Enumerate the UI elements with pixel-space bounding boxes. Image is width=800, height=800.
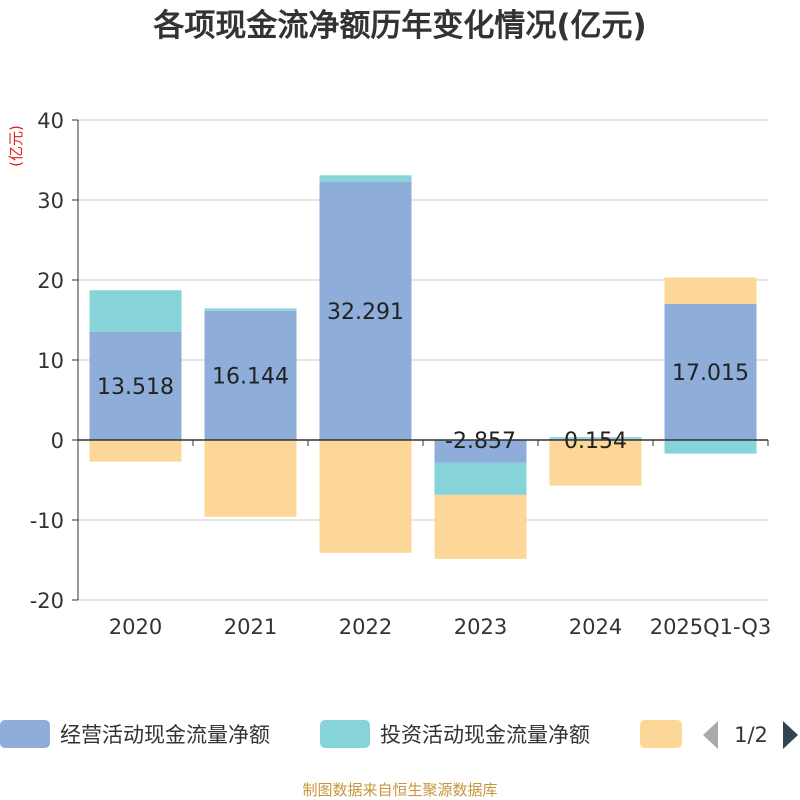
x-tick-label: 2020 xyxy=(109,615,162,639)
x-tick-label: 2021 xyxy=(224,615,277,639)
bar-segment-2[interactable] xyxy=(434,462,527,495)
x-tick-label: 2023 xyxy=(454,615,507,639)
bars xyxy=(89,175,757,559)
bar-segment-3[interactable] xyxy=(204,440,297,517)
bar-segment-1[interactable] xyxy=(664,303,757,440)
data-label: 17.015 xyxy=(672,361,749,386)
legend-prev-page-icon[interactable] xyxy=(703,721,718,749)
bar-segment-1[interactable] xyxy=(434,440,527,463)
bar-segment-1[interactable] xyxy=(319,181,412,440)
chart-title: 各项现金流净额历年变化情况(亿元) xyxy=(152,8,646,44)
data-label: 16.144 xyxy=(212,364,289,389)
legend-label-operating[interactable]: 经营活动现金流量净额 xyxy=(60,723,270,747)
bar-segment-2[interactable] xyxy=(664,440,757,454)
x-tick-label: 2025Q1-Q3 xyxy=(650,615,772,639)
legend-next-page-icon[interactable] xyxy=(783,721,798,749)
bar-segment-3[interactable] xyxy=(319,440,412,553)
legend-page-indicator: 1/2 xyxy=(734,723,768,747)
source-note: 制图数据来自恒生聚源数据库 xyxy=(302,781,497,799)
bar-segment-1[interactable] xyxy=(204,310,297,440)
axes: 40 30 20 10 0 -10 -20 2020 2021 2022 2023 2024 2025Q… xyxy=(30,109,772,639)
bar-segment-3[interactable] xyxy=(664,277,757,304)
y-tick-label: -10 xyxy=(30,509,64,533)
grid-lines xyxy=(78,119,768,601)
y-tick-label: 20 xyxy=(37,269,64,293)
x-tick-label: 2022 xyxy=(339,615,392,639)
legend: 经营活动现金流量净额 投资活动现金流量净额 1/2 xyxy=(0,720,798,749)
legend-label-investing[interactable]: 投资活动现金流量净额 xyxy=(380,723,590,747)
legend-swatch-operating[interactable] xyxy=(0,720,50,748)
data-label: 13.518 xyxy=(97,375,174,400)
legend-swatch-investing[interactable] xyxy=(320,720,370,748)
y-tick-label: 10 xyxy=(37,349,64,373)
bar-segment-2[interactable] xyxy=(549,437,642,439)
bar-segment-2[interactable] xyxy=(319,175,412,182)
y-tick-label: -20 xyxy=(30,589,64,613)
bar-segment-3[interactable] xyxy=(434,494,527,559)
bar-segment-3[interactable] xyxy=(89,440,182,462)
legend-swatch-financing[interactable] xyxy=(640,720,682,748)
y-tick-label: 40 xyxy=(37,109,64,133)
bar-segment-2[interactable] xyxy=(204,308,297,311)
y-tick-label: 0 xyxy=(51,429,64,453)
data-label: -2.857 xyxy=(445,429,516,454)
bar-segment-2[interactable] xyxy=(89,290,182,332)
y-tick-label: 30 xyxy=(37,189,64,213)
data-label: 0.154 xyxy=(564,429,627,454)
x-tick-label: 2024 xyxy=(569,615,622,639)
data-label: 32.291 xyxy=(327,300,404,325)
data-labels: 13.518 16.144 32.291 -2.857 0.154 17.015 xyxy=(97,300,749,454)
bar-segment-3[interactable] xyxy=(549,440,642,486)
y-axis-unit-label: (亿元) xyxy=(7,125,25,167)
bar-segment-1[interactable] xyxy=(89,331,182,440)
